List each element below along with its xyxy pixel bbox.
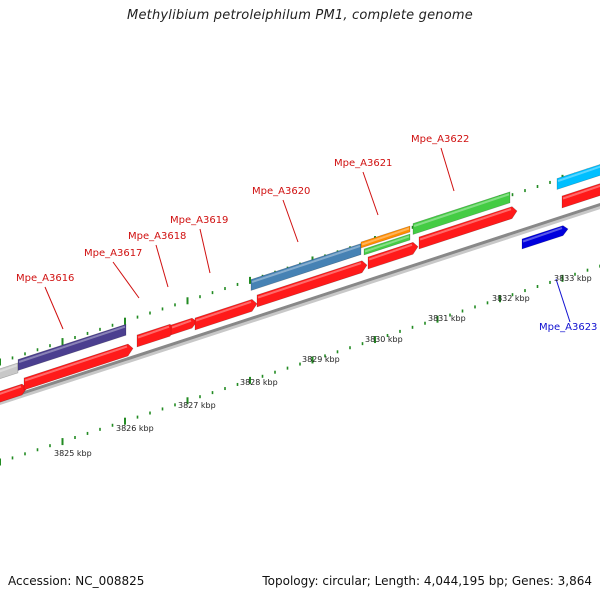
gene-label[interactable]: Mpe_A3618 xyxy=(128,231,186,242)
ruler-label: 3832 kbp xyxy=(492,294,530,303)
gene-label[interactable]: Mpe_A3616 xyxy=(16,273,74,284)
label-leader-line xyxy=(282,199,299,243)
label-leader-line xyxy=(362,171,379,216)
cog-feature-box-highlight xyxy=(413,193,510,227)
gene-label[interactable]: Mpe_A3623 xyxy=(539,322,597,333)
cds-arrow-highlight xyxy=(171,319,192,329)
cog-feature-box xyxy=(0,362,19,380)
ruler-label: 3831 kbp xyxy=(428,314,466,323)
cds-arrow xyxy=(367,241,419,270)
label-leader-line xyxy=(440,147,455,192)
cog-feature-box-highlight xyxy=(18,325,126,363)
cds-arrow-highlight xyxy=(0,385,22,395)
lower-tick-track xyxy=(0,264,600,466)
ruler-label: 3833 kbp xyxy=(554,274,592,283)
gene-labels: Mpe_A3616 Mpe_A3617 Mpe_A3618 Mpe_A3619 Mpe_… xyxy=(16,134,597,333)
label-leader-line xyxy=(555,278,571,323)
cog-feature-box xyxy=(556,164,600,190)
cds-arrow xyxy=(0,383,28,403)
label-leader-line xyxy=(112,261,140,299)
accession-text: Accession: NC_008825 xyxy=(8,574,145,588)
ruler-label: 3830 kbp xyxy=(365,335,403,344)
cds-arrow xyxy=(194,299,258,331)
ruler-labels: 3825 kbp 3826 kbp 3827 kbp 3828 kbp 3829 kbp… xyxy=(54,274,592,458)
ruler-label: 3828 kbp xyxy=(240,378,278,387)
gene-label[interactable]: Mpe_A3620 xyxy=(252,186,310,197)
label-leader-line xyxy=(199,228,211,274)
cog-feature-box xyxy=(412,191,511,235)
backbone-shadow xyxy=(0,205,600,406)
cds-arrow-highlight xyxy=(562,184,600,200)
ruler-label: 3827 kbp xyxy=(178,401,216,410)
gene-label[interactable]: Mpe_A3621 xyxy=(334,158,392,169)
cds-arrow xyxy=(256,260,368,308)
cog-feature-box-highlight xyxy=(0,364,18,373)
cog-feature-box xyxy=(363,233,411,256)
ruler-label: 3829 kbp xyxy=(302,355,340,364)
genome-summary-text: Topology: circular; Length: 4,044,195 bp… xyxy=(262,574,592,588)
gene-label[interactable]: Mpe_A3617 xyxy=(84,248,142,259)
cog-feature-box-highlight xyxy=(251,245,361,283)
ruler-label: 3826 kbp xyxy=(116,424,154,433)
cds-arrow-highlight xyxy=(257,262,362,299)
cds-arrow-highlight xyxy=(368,243,413,261)
gene-label[interactable]: Mpe_A3622 xyxy=(411,134,469,145)
label-leader-line xyxy=(44,286,64,330)
cog-feature-box xyxy=(360,225,411,249)
ruler-label: 3825 kbp xyxy=(54,449,92,458)
map-title: Methylibium petroleiphilum PM1, complete… xyxy=(127,8,473,23)
label-leaders xyxy=(44,147,571,330)
label-leader-line xyxy=(155,244,169,288)
cog-feature-box-highlight xyxy=(361,227,410,246)
feature-track xyxy=(0,164,600,403)
cds-arrow-highlight xyxy=(137,325,170,339)
cds-arrow xyxy=(170,317,198,336)
cds-arrow xyxy=(561,183,600,209)
cog-feature-box-highlight xyxy=(364,235,410,253)
cog-feature-box-highlight xyxy=(557,165,600,182)
cds-arrow xyxy=(418,206,518,250)
cds-arrow-highlight xyxy=(195,300,252,322)
cds-arrow xyxy=(23,343,134,391)
gene-label[interactable]: Mpe_A3619 xyxy=(170,215,228,226)
cog-feature-box xyxy=(17,323,127,371)
cog-feature-box xyxy=(521,225,569,250)
cds-arrow-highlight xyxy=(24,345,128,382)
cog-feature-box-highlight xyxy=(522,227,563,243)
cds-arrow-highlight xyxy=(419,208,512,241)
cog-feature-box xyxy=(250,243,362,291)
genome-backbone xyxy=(0,202,600,403)
